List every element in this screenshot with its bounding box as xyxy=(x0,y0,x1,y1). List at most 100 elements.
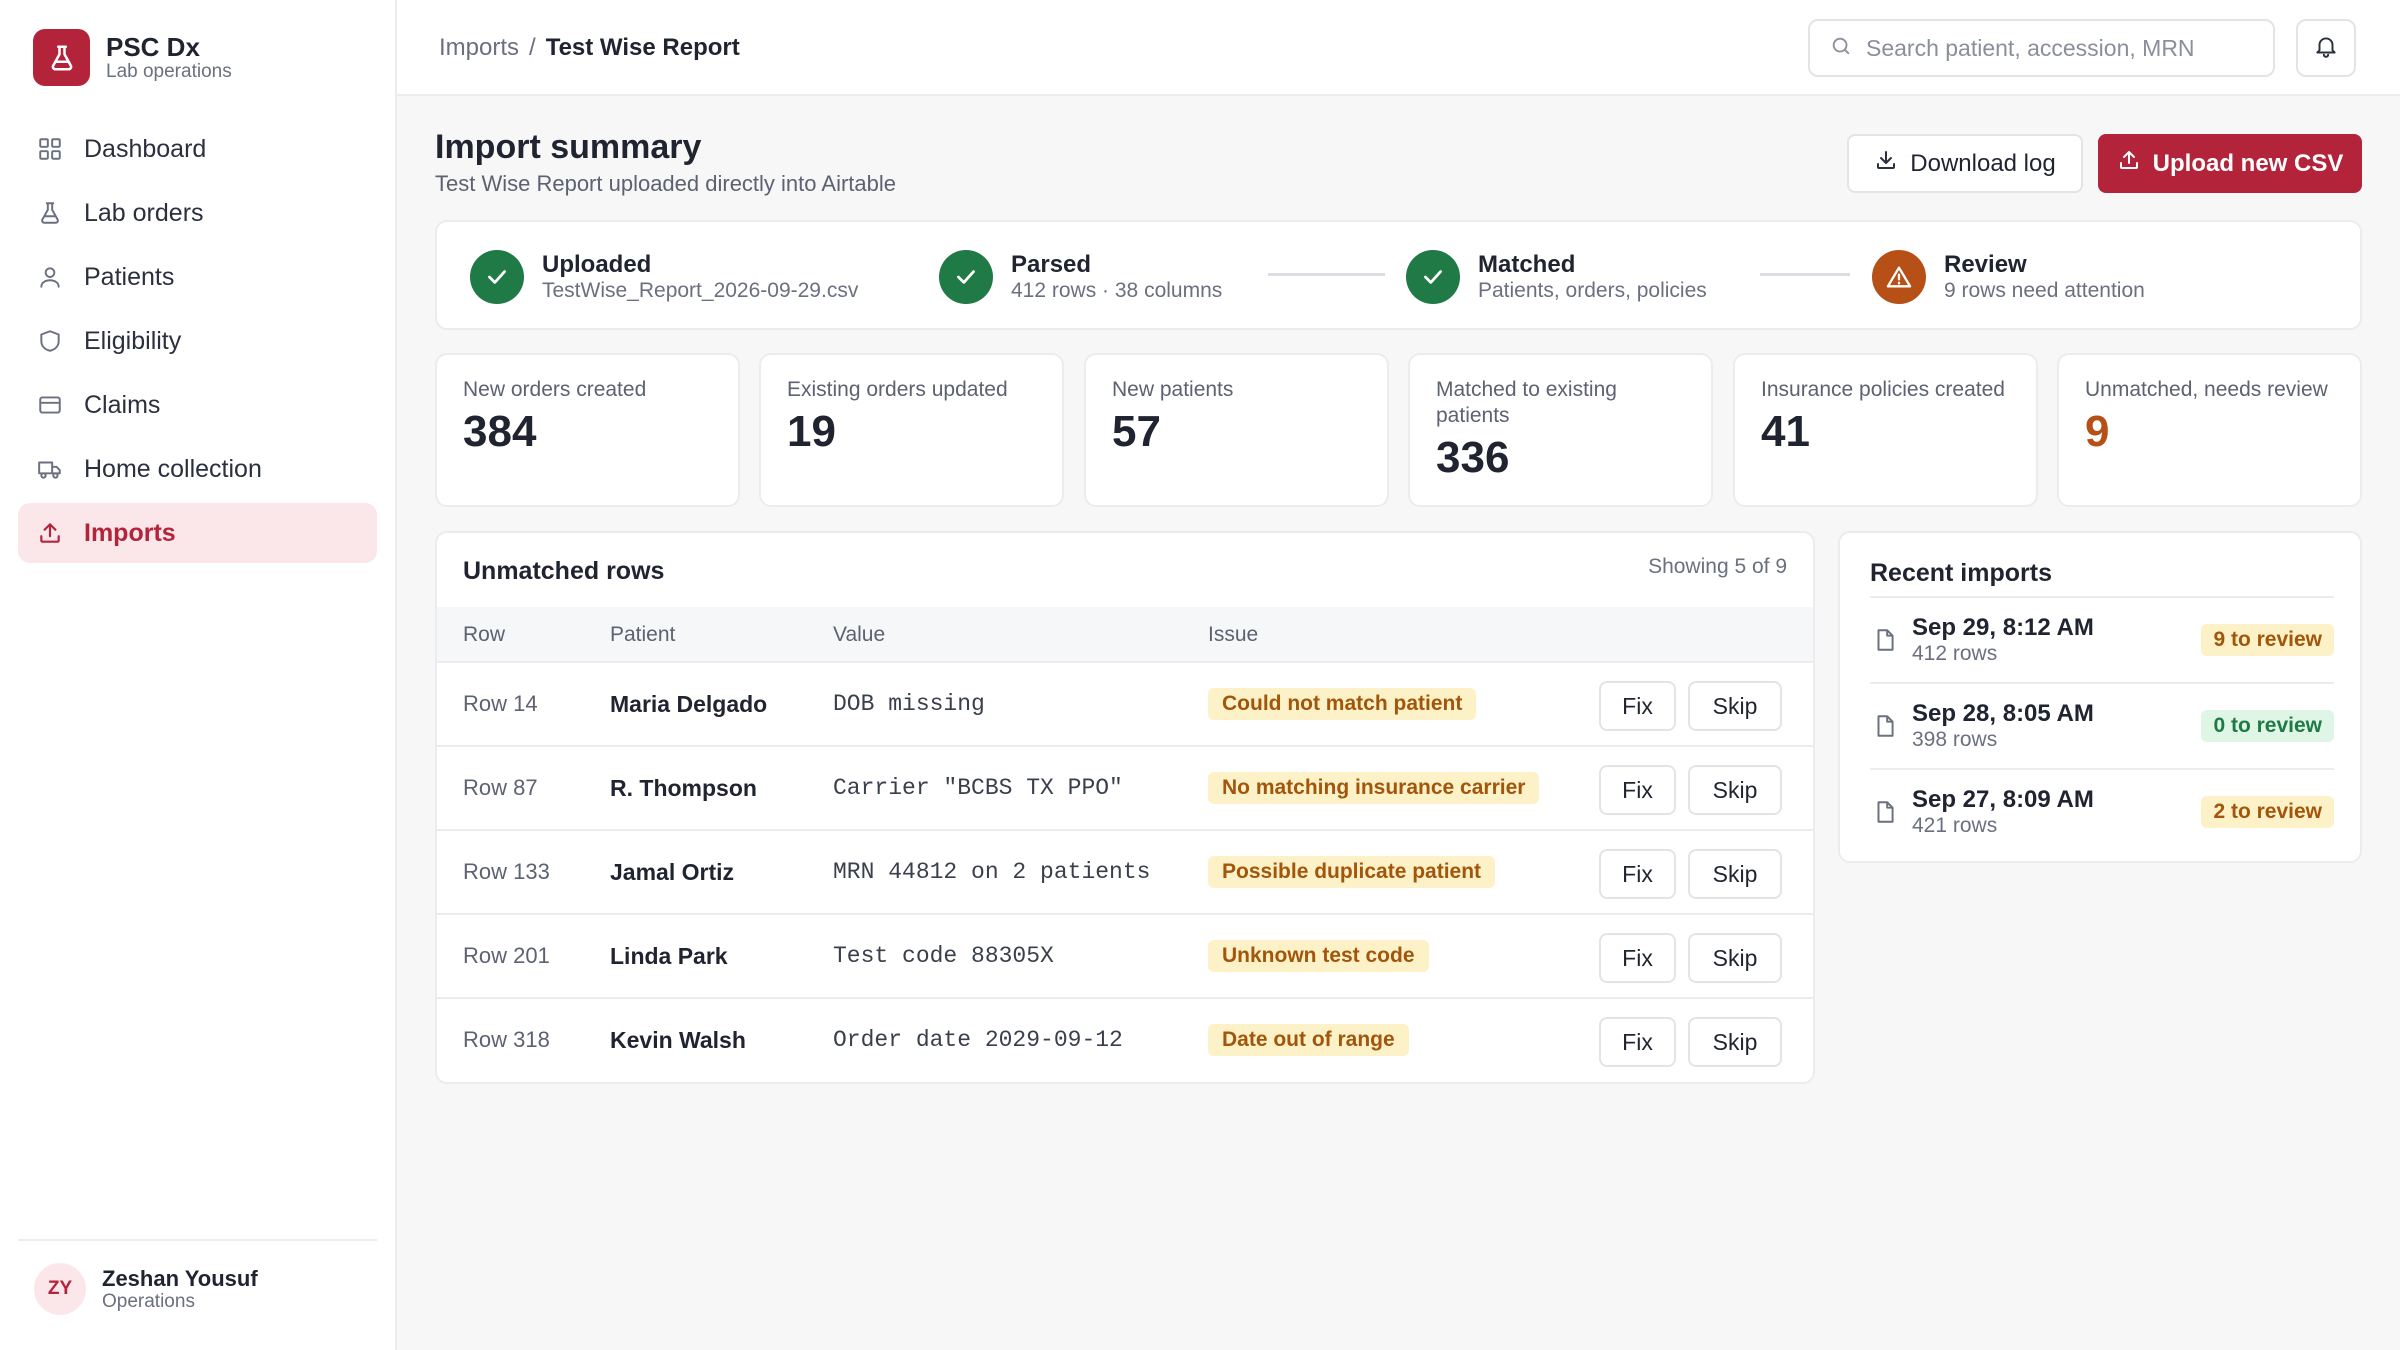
sidebar-item-label: Claims xyxy=(84,390,161,419)
upload-icon xyxy=(2117,148,2141,179)
table-row: Row 14 Maria Delgado DOB missing Could n… xyxy=(437,663,1813,747)
table-row: Row 133 Jamal Ortiz MRN 44812 on 2 patie… xyxy=(437,831,1813,915)
fix-button[interactable]: Fix xyxy=(1599,933,1676,983)
step-title: Uploaded xyxy=(542,250,652,278)
row-value: Order date 2029-09-12 xyxy=(833,1027,1123,1053)
bell-icon xyxy=(2313,33,2339,64)
issue-badge: No matching insurance carrier xyxy=(1208,772,1540,804)
import-row-count: 398 rows xyxy=(1912,728,1998,751)
search-box[interactable] xyxy=(1808,19,2275,77)
stat-value: 384 xyxy=(463,407,537,456)
upload-new-csv-button[interactable]: Upload new CSV xyxy=(2098,134,2362,193)
stat-card-new-orders: New orders created 384 xyxy=(435,353,740,507)
grid-icon xyxy=(36,135,64,163)
stat-card-unmatched: Unmatched, needs review 9 xyxy=(2057,353,2362,507)
sidebar-item-eligibility[interactable]: Eligibility xyxy=(18,311,377,371)
sidebar-item-claims[interactable]: Claims xyxy=(18,375,377,435)
sidebar-item-home-collection[interactable]: Home collection xyxy=(18,439,377,499)
breadcrumb-current: Test Wise Report xyxy=(545,34,740,61)
download-log-button[interactable]: Download log xyxy=(1847,134,2083,193)
user-profile[interactable]: ZY Zeshan Yousuf Operations xyxy=(18,1239,377,1315)
sidebar-item-lab-orders[interactable]: Lab orders xyxy=(18,183,377,243)
table-header: Row Patient Value Issue xyxy=(437,607,1813,663)
stat-value: 336 xyxy=(1436,433,1510,482)
page-title: Import summary xyxy=(435,128,702,166)
row-value: DOB missing xyxy=(833,691,985,717)
step-subtitle: 412 rows · 38 columns xyxy=(1011,278,1223,302)
fix-button[interactable]: Fix xyxy=(1599,849,1676,899)
user-name: Zeshan Yousuf xyxy=(102,1265,258,1291)
recent-import-item[interactable]: Sep 27, 8:09 AM 421 rows 2 to review xyxy=(1870,768,2334,854)
import-row-count: 412 rows xyxy=(1912,642,1998,665)
recent-imports-card: Recent imports Sep 29, 8:12 AM 412 rows … xyxy=(1838,531,2362,863)
breadcrumb-link-imports[interactable]: Imports xyxy=(439,34,520,61)
patient-name[interactable]: Linda Park xyxy=(610,943,728,969)
upload-icon xyxy=(36,519,64,547)
step-title: Review xyxy=(1944,250,2027,278)
table-row: Row 318 Kevin Walsh Order date 2029-09-1… xyxy=(437,999,1813,1082)
stat-label: Insurance policies created xyxy=(1761,378,2005,401)
import-date: Sep 28, 8:05 AM xyxy=(1912,700,2094,727)
recent-import-item[interactable]: Sep 28, 8:05 AM 398 rows 0 to review xyxy=(1870,682,2334,768)
brand[interactable]: PSC Dx Lab operations xyxy=(33,29,232,86)
topbar: Imports / Test Wise Report xyxy=(397,0,2400,96)
search-input[interactable] xyxy=(1866,34,2256,62)
sidebar: PSC Dx Lab operations Dashboard Lab orde… xyxy=(0,0,397,1350)
skip-button[interactable]: Skip xyxy=(1688,681,1782,731)
stat-card-orders-updated: Existing orders updated 19 xyxy=(759,353,1064,507)
sidebar-item-dashboard[interactable]: Dashboard xyxy=(18,119,377,179)
fix-button[interactable]: Fix xyxy=(1599,681,1676,731)
skip-button[interactable]: Skip xyxy=(1688,1017,1782,1067)
page-subtitle: Test Wise Report uploaded directly into … xyxy=(435,171,897,196)
skip-button[interactable]: Skip xyxy=(1688,765,1782,815)
step-subtitle: Patients, orders, policies xyxy=(1478,278,1707,302)
import-date: Sep 29, 8:12 AM xyxy=(1912,614,2094,641)
upload-new-csv-label: Upload new CSV xyxy=(2152,149,2344,177)
review-count-badge: 0 to review xyxy=(2201,710,2334,742)
fix-button[interactable]: Fix xyxy=(1599,765,1676,815)
column-header-value: Value xyxy=(833,623,886,646)
check-icon xyxy=(939,250,993,304)
patient-name[interactable]: Kevin Walsh xyxy=(610,1027,746,1053)
step-title: Parsed xyxy=(1011,250,1092,278)
file-icon xyxy=(1872,798,1898,831)
sidebar-item-patients[interactable]: Patients xyxy=(18,247,377,307)
stat-value: 9 xyxy=(2085,407,2110,456)
sidebar-item-imports[interactable]: Imports xyxy=(18,503,377,563)
recent-import-item[interactable]: Sep 29, 8:12 AM 412 rows 9 to review xyxy=(1870,596,2334,682)
skip-button[interactable]: Skip xyxy=(1688,933,1782,983)
column-header-issue: Issue xyxy=(1208,623,1259,646)
sidebar-nav: Dashboard Lab orders Patients Eligibilit… xyxy=(18,119,377,567)
stat-value: 19 xyxy=(787,407,836,456)
file-icon xyxy=(1872,626,1898,659)
user-role: Operations xyxy=(102,1290,195,1312)
review-count-badge: 9 to review xyxy=(2201,624,2334,656)
table-row: Row 87 R. Thompson Carrier "BCBS TX PPO"… xyxy=(437,747,1813,831)
stat-label: New patients xyxy=(1112,378,1234,401)
card-title: Unmatched rows xyxy=(463,557,665,585)
stat-label: New orders created xyxy=(463,378,647,401)
skip-button[interactable]: Skip xyxy=(1688,849,1782,899)
fix-button[interactable]: Fix xyxy=(1599,1017,1676,1067)
row-number: Row 133 xyxy=(463,859,550,884)
patient-name[interactable]: Maria Delgado xyxy=(610,691,768,717)
search-icon xyxy=(1830,35,1852,62)
row-number: Row 87 xyxy=(463,775,538,800)
card-title: Recent imports xyxy=(1870,559,2052,587)
card-icon xyxy=(36,391,64,419)
sidebar-item-label: Dashboard xyxy=(84,134,207,163)
column-header-row: Row xyxy=(463,623,506,646)
person-icon xyxy=(36,263,64,291)
row-number: Row 201 xyxy=(463,943,550,968)
notifications-button[interactable] xyxy=(2296,19,2356,77)
shield-icon xyxy=(36,327,64,355)
stat-card-insurance-policies: Insurance policies created 41 xyxy=(1733,353,2038,507)
patient-name[interactable]: Jamal Ortiz xyxy=(610,859,734,885)
stat-label: Unmatched, needs review xyxy=(2085,378,2328,401)
sidebar-item-label: Lab orders xyxy=(84,198,204,227)
step-connector xyxy=(1760,273,1850,276)
flask-logo-icon xyxy=(33,29,90,86)
patient-name[interactable]: R. Thompson xyxy=(610,775,757,801)
step-title: Matched xyxy=(1478,250,1576,278)
breadcrumb-separator: / xyxy=(529,34,536,61)
